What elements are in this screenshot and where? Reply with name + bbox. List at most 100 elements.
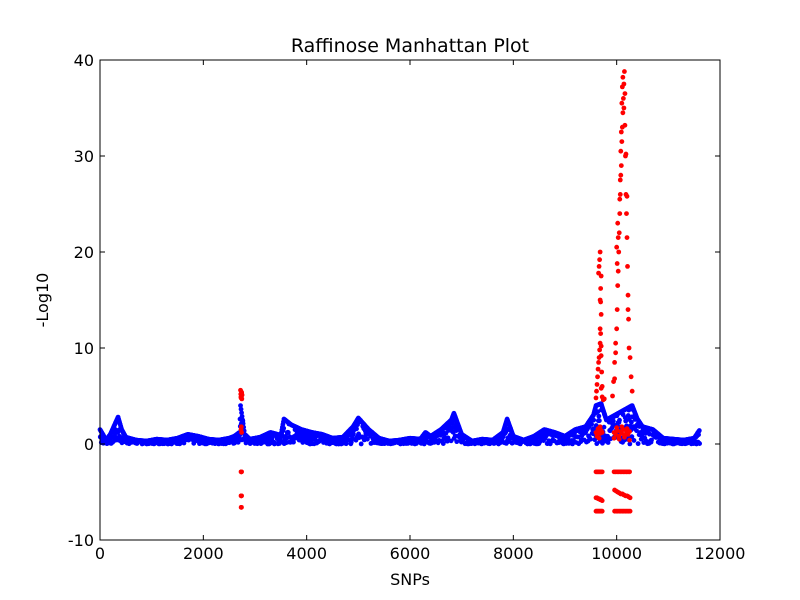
snp-point	[588, 436, 593, 442]
snp-point	[238, 406, 244, 412]
significant-snp-point	[617, 192, 623, 197]
significant-snp-point	[624, 426, 630, 432]
snp-point	[629, 434, 635, 440]
snp-point	[634, 428, 639, 434]
significant-snp-point	[625, 292, 631, 298]
x-tick-label: 0	[95, 544, 105, 563]
snp-point	[440, 441, 446, 446]
significant-snp-point	[622, 69, 627, 74]
y-tick-label: -10	[68, 531, 94, 550]
significant-snp-point	[618, 129, 624, 135]
snp-point	[697, 441, 702, 446]
snp-point	[696, 428, 702, 433]
significant-snp-point	[612, 360, 617, 365]
significant-snp-point	[619, 100, 625, 106]
significant-snp-point	[599, 469, 605, 475]
significant-snp-point	[613, 350, 619, 356]
significant-snp-point	[598, 353, 604, 359]
snp-point	[238, 403, 243, 408]
significant-snp-point	[597, 347, 603, 353]
x-tick-label: 6000	[390, 544, 431, 563]
significant-snp-point	[615, 283, 621, 288]
x-tick-label: 12000	[695, 544, 746, 563]
snp-point	[343, 441, 349, 447]
significant-snp-point	[627, 508, 633, 514]
y-axis: -10 0 10 20 30 40	[68, 51, 720, 550]
significant-snp-point	[611, 435, 617, 441]
significant-snp-point	[618, 163, 624, 169]
snp-point	[625, 413, 631, 418]
y-tick-label: 40	[74, 51, 94, 70]
significant-snp-point	[622, 122, 628, 128]
significant-snp-point	[627, 495, 633, 501]
snp-point	[445, 435, 451, 441]
significant-snp-point	[239, 504, 244, 510]
plot-points	[97, 69, 702, 514]
significant-snp-point	[624, 193, 630, 199]
snp-point	[635, 441, 641, 447]
significant-snp-point	[598, 286, 604, 291]
significant-snp-point	[619, 139, 625, 145]
significant-snp-point	[614, 261, 620, 266]
significant-snp-point	[594, 382, 600, 387]
y-axis-title: -Log10	[33, 273, 52, 328]
chart-title: Raffinose Manhattan Plot	[291, 35, 529, 57]
snp-point	[617, 417, 622, 423]
snp-point	[281, 425, 287, 431]
significant-snp-point	[622, 434, 627, 440]
significant-snp-point	[597, 249, 603, 255]
significant-snp-point	[626, 345, 632, 351]
x-tick-label: 10000	[591, 544, 642, 563]
significant-snp-point	[626, 316, 631, 322]
significant-snp-point	[620, 96, 626, 101]
significant-snp-point	[596, 270, 601, 276]
significant-snp-point	[599, 508, 605, 514]
significant-snp-point	[616, 436, 622, 442]
significant-snp-point	[617, 196, 623, 202]
significant-snp-point	[596, 264, 602, 269]
significant-snp-point	[619, 424, 625, 430]
snp-point	[239, 414, 245, 419]
significant-snp-point	[597, 257, 603, 263]
significant-snp-point	[629, 388, 635, 394]
snp-point	[235, 439, 241, 445]
snp-point	[595, 409, 601, 415]
snp-point	[610, 418, 616, 424]
significant-snp-point	[598, 299, 604, 305]
significant-snp-point	[614, 326, 620, 332]
significant-snp-point	[594, 388, 599, 394]
significant-snp-point	[599, 430, 605, 435]
significant-snp-point	[612, 376, 617, 382]
y-tick-label: 10	[74, 339, 94, 358]
significant-snp-point	[615, 220, 621, 226]
x-tick-label: 4000	[286, 544, 327, 563]
snp-point	[596, 418, 602, 424]
significant-snp-point	[610, 393, 615, 399]
significant-snp-point	[618, 172, 624, 178]
significant-snp-point	[596, 360, 601, 365]
y-tick-label: 0	[84, 435, 94, 454]
significant-snp-point	[628, 374, 634, 380]
snp-point	[649, 437, 654, 443]
significant-snp-point	[239, 493, 244, 499]
significant-snp-point	[239, 390, 245, 396]
significant-snp-point	[627, 355, 633, 360]
significant-snp-point	[598, 331, 604, 336]
snp-point	[364, 436, 370, 442]
significant-snp-point	[619, 84, 625, 90]
significant-snp-point	[618, 148, 624, 154]
significant-snp-point	[613, 340, 619, 346]
significant-snp-point	[598, 385, 604, 391]
significant-snp-point	[622, 91, 628, 96]
significant-snp-point	[601, 396, 607, 402]
snp-point	[627, 441, 633, 447]
significant-snp-point	[598, 343, 604, 349]
snp-point	[454, 439, 460, 445]
y-tick-label: 30	[74, 147, 94, 166]
snp-point	[354, 426, 359, 432]
x-axis-title: SNPs	[390, 570, 430, 589]
significant-snp-point	[239, 469, 244, 475]
snp-point	[239, 410, 244, 416]
